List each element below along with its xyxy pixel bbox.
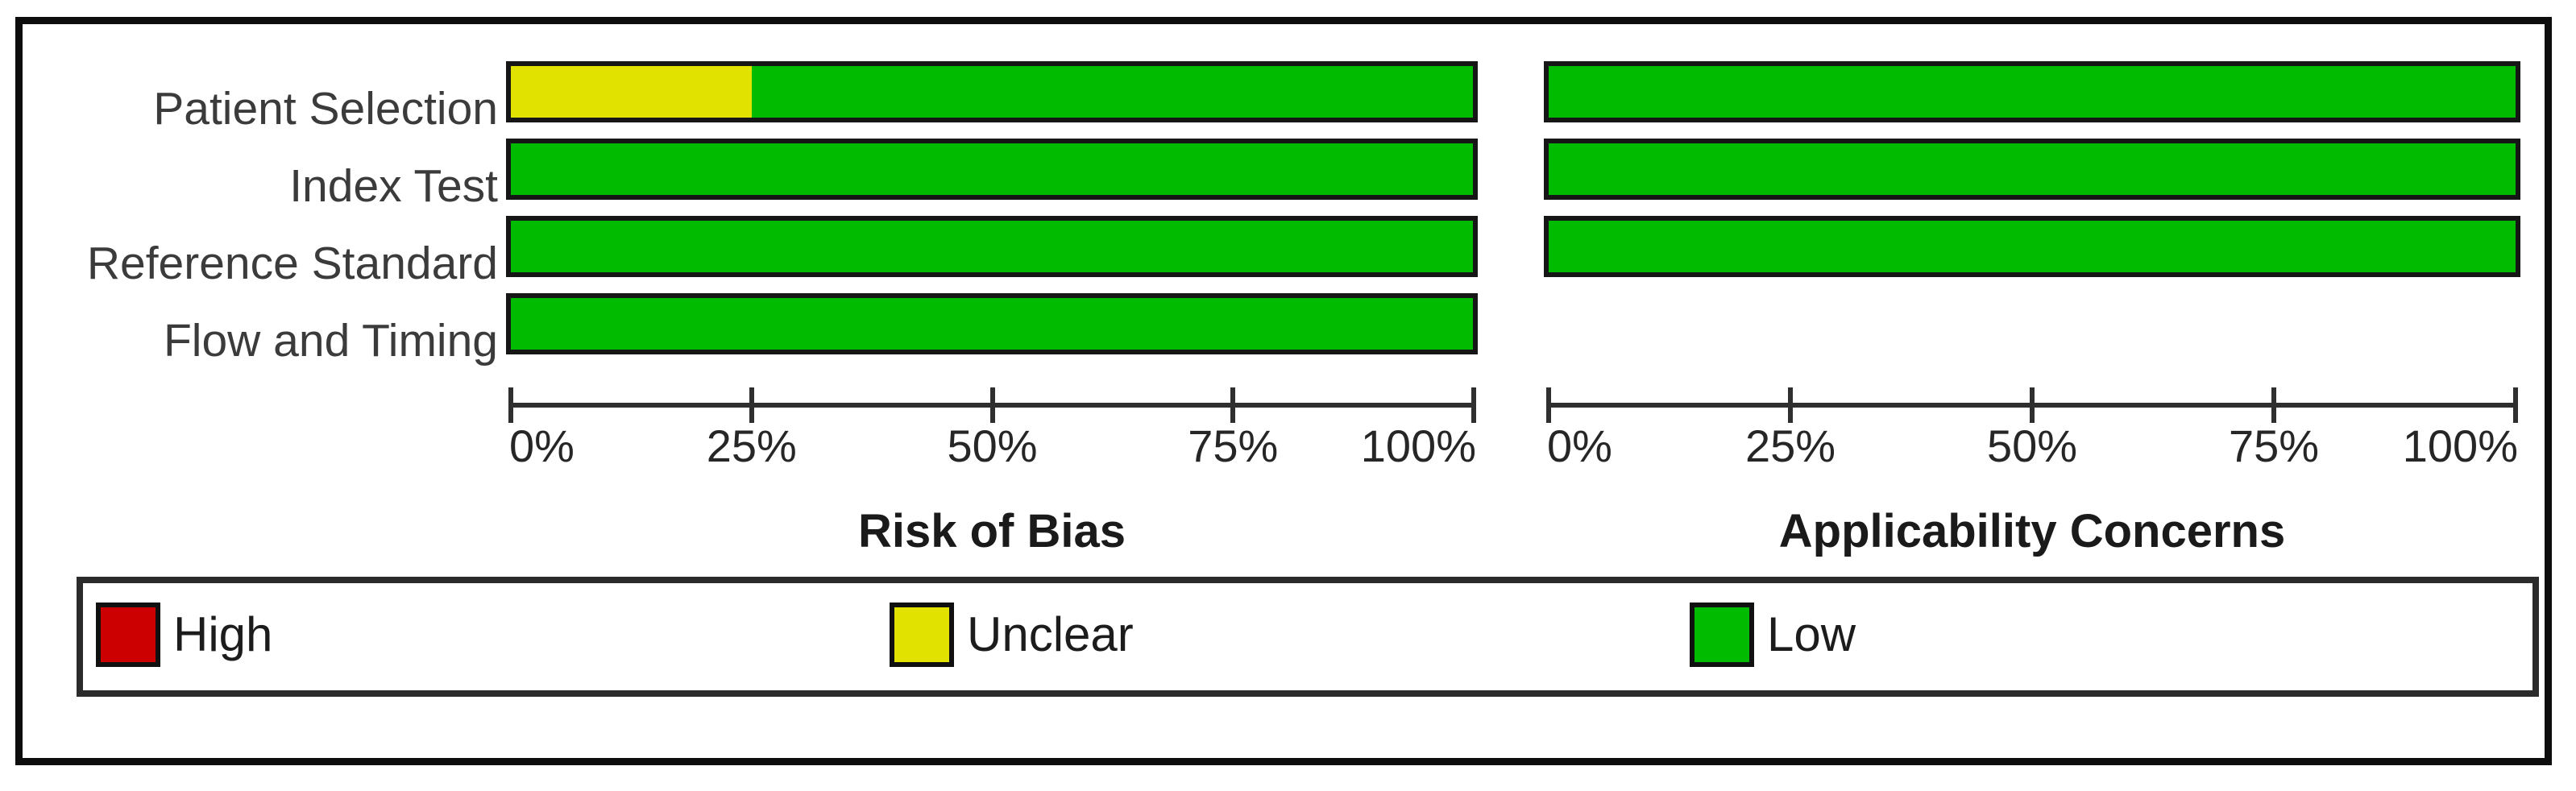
risk-of-bias-bar-patient-selection [506, 61, 1478, 122]
bar-segment-unclear [511, 66, 752, 118]
high-risk-swatch [96, 603, 160, 667]
bar-segment-low [511, 143, 1473, 195]
axis-tick [2030, 387, 2035, 423]
risk-of-bias-bar-reference-standard [506, 216, 1478, 277]
legend-item-low: Low [1690, 603, 1856, 667]
bar-segment-low [751, 66, 1473, 118]
bar-segment-low [1549, 66, 2516, 118]
axis-tick-label: 0% [1547, 420, 1612, 471]
axis-tick [1230, 387, 1236, 423]
legend-label-unclear: Unclear [967, 607, 1134, 661]
risk-of-bias-axis-title: Risk of Bias [858, 505, 1126, 557]
legend-item-high: High [96, 603, 272, 667]
domain-label-reference-standard: Reference Standard [86, 238, 498, 289]
axis-tick-label: 50% [1986, 420, 2078, 471]
axis-tick-label: 25% [1744, 420, 1836, 471]
figure-border: Patient Selection Index Test Reference S… [15, 17, 2552, 765]
axis-tick [1546, 387, 1551, 423]
domain-label-index-test: Index Test [289, 160, 498, 212]
bar-segment-low [1549, 221, 2516, 272]
domain-label-patient-selection: Patient Selection [153, 83, 498, 135]
applicability-bar-index-test [1544, 139, 2520, 200]
axis-tick [2513, 387, 2518, 423]
axis-tick [749, 387, 754, 423]
axis-tick [989, 387, 995, 423]
axis-tick-label: 25% [706, 420, 797, 471]
axis-tick-label: 75% [2228, 420, 2320, 471]
bar-segment-low [1549, 143, 2516, 195]
axis-tick-label: 75% [1188, 420, 1279, 471]
axis-tick-label: 100% [2402, 420, 2518, 471]
axis-tick-label: 50% [947, 420, 1038, 471]
axis-tick [508, 387, 513, 423]
axis-tick [2271, 387, 2276, 423]
bar-segment-low [511, 221, 1473, 272]
axis-tick-label: 0% [509, 420, 575, 471]
legend-box [77, 577, 2539, 697]
applicability-axis-title: Applicability Concerns [1778, 505, 2286, 557]
low-risk-swatch [1690, 603, 1754, 667]
applicability-bar-reference-standard [1544, 216, 2520, 277]
risk-of-bias-bar-index-test [506, 139, 1478, 200]
axis-tick-label: 100% [1360, 420, 1476, 471]
axis-tick [1471, 387, 1476, 423]
bar-segment-low [511, 298, 1473, 350]
unclear-risk-swatch [890, 603, 954, 667]
legend-item-unclear: Unclear [890, 603, 1134, 667]
risk-of-bias-bar-flow-and-timing [506, 293, 1478, 354]
axis-tick [1788, 387, 1793, 423]
domain-label-flow-and-timing: Flow and Timing [163, 315, 498, 367]
legend-label-low: Low [1767, 607, 1856, 661]
applicability-bar-patient-selection [1544, 61, 2520, 122]
legend-label-high: High [173, 607, 273, 661]
